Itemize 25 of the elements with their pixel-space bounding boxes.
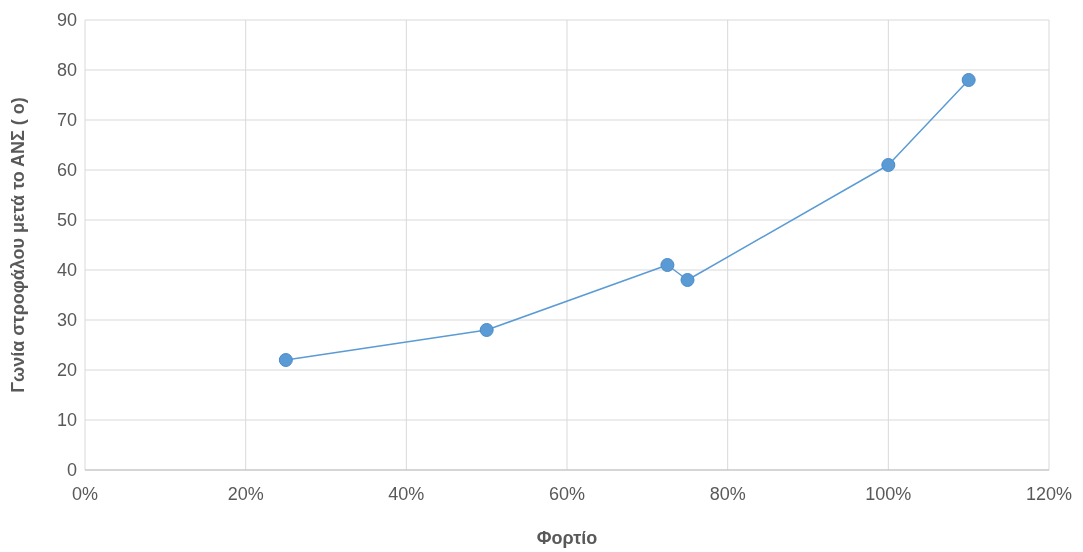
point bbox=[660, 258, 675, 272]
y-axis-title: Γωνία στροφάλου μετά το ΑΝΣ ( ο) bbox=[8, 97, 28, 393]
x-tick-label: 120% bbox=[1025, 484, 1073, 504]
x-axis-title: Φορτίο bbox=[536, 528, 598, 548]
y-tick-label: 60 bbox=[56, 160, 77, 181]
point bbox=[278, 353, 293, 367]
y-tick-label: 70 bbox=[56, 110, 77, 131]
y-tick-label: 20 bbox=[56, 360, 77, 381]
point bbox=[479, 323, 494, 337]
point bbox=[680, 273, 695, 287]
y-tick-label: 50 bbox=[56, 210, 77, 231]
point bbox=[961, 73, 976, 87]
point bbox=[881, 158, 896, 172]
x-tick-label: 0% bbox=[71, 484, 99, 504]
x-tick-label: 60% bbox=[548, 484, 586, 504]
y-tick-label: 30 bbox=[56, 310, 77, 331]
x-tick-label: 80% bbox=[709, 484, 746, 504]
y-tick-label: 90 bbox=[56, 10, 77, 31]
y-tick-label: 40 bbox=[56, 260, 77, 281]
x-tick-label: 20% bbox=[227, 484, 264, 504]
y-tick-label: 10 bbox=[56, 410, 77, 431]
y-tick-label: 80 bbox=[56, 60, 77, 81]
y-tick-label: 0 bbox=[66, 460, 77, 481]
x-tick-label: 100% bbox=[865, 484, 912, 504]
x-tick-label: 40% bbox=[388, 484, 425, 504]
